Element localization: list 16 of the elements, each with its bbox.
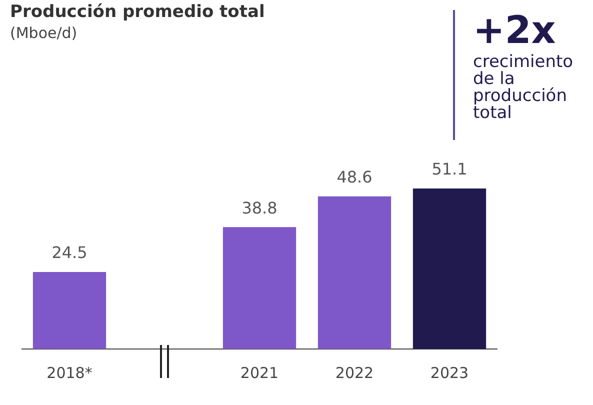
data-label: 24.5	[52, 243, 88, 262]
bar	[222, 227, 296, 349]
bar	[412, 188, 486, 349]
x-tick-label: 2021	[240, 364, 279, 382]
data-label: 48.6	[336, 168, 372, 187]
bar	[32, 272, 106, 349]
text: +2x	[473, 8, 557, 52]
chart-title: Producción promedio total	[10, 2, 265, 22]
bar	[318, 196, 392, 349]
data-label: 38.8	[242, 198, 278, 218]
x-tick-label: 2023	[430, 364, 469, 382]
x-tick-label: 2022	[335, 364, 374, 382]
x-tick-label: 2018*	[46, 364, 93, 382]
chart-subtitle: (Mboe/d)	[10, 24, 78, 42]
data-label: 51.1	[432, 160, 468, 179]
text: crecimiento de la producción total	[473, 52, 574, 123]
